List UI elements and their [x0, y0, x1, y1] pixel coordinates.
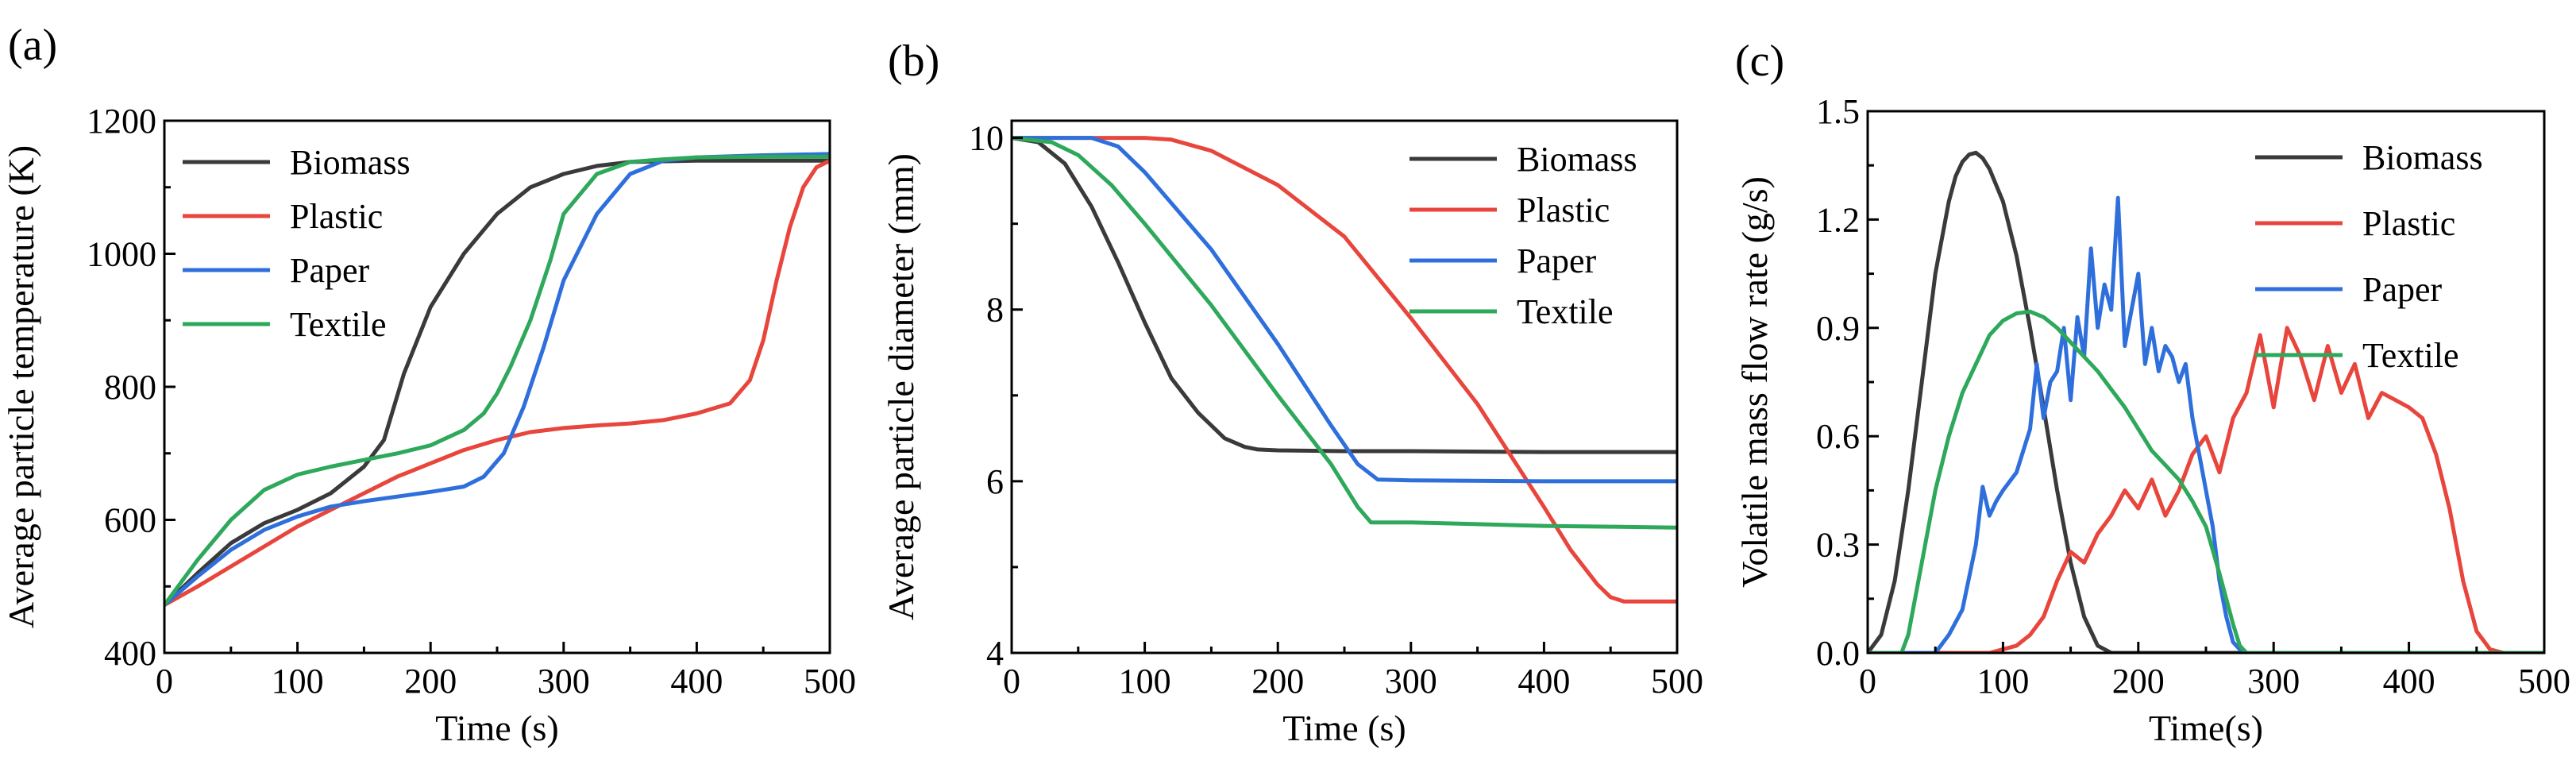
- chart-a-legend-label-paper: Paper: [290, 251, 370, 290]
- chart-b-panel-label: (b): [888, 37, 939, 86]
- chart-c-series-paper-line: [1868, 195, 2544, 653]
- chart-b-legend: Biomass Plastic Paper Textile: [1409, 140, 1637, 331]
- chart-a-x-tick-label: 100: [272, 662, 324, 701]
- chart-b-legend-label-paper: Paper: [1517, 241, 1597, 280]
- chart-b-legend-label-biomass: Biomass: [1517, 140, 1637, 179]
- chart-a-y-tick-label: 800: [104, 368, 156, 407]
- chart-c-y-tick-label: 0.0: [1816, 634, 1860, 673]
- chart-b-x-tick-label: 400: [1517, 662, 1570, 701]
- chart-c-series-plastic-line: [1868, 326, 2544, 653]
- chart-b-legend-label-textile: Textile: [1517, 292, 1614, 331]
- chart-b-y-tick-label: 6: [986, 462, 1004, 501]
- chart-b-y-axis-title: Average particle diameter (mm): [881, 153, 921, 620]
- chart-b-y-tick-label: 10: [969, 119, 1004, 158]
- chart-c: 0 100 200 300 400 500 0.0 0.3 0.6 0.9 1.2 1.5 Time(s…: [1734, 37, 2570, 748]
- chart-c-x-tick-label: 400: [2383, 662, 2435, 701]
- chart-c-series-biomass-line: [1868, 150, 2544, 653]
- chart-a-series-plastic-line: [164, 158, 830, 608]
- chart-b-series-plastic-line: [1012, 136, 1677, 604]
- chart-a-series-textile-line: [164, 154, 830, 608]
- chart-c-legend-label-textile: Textile: [2362, 336, 2459, 375]
- chart-c-y-tick-label: 1.5: [1816, 92, 1860, 131]
- chart-b-y-tick-label: 4: [986, 634, 1004, 673]
- chart-a-legend: Biomass Plastic Paper Textile: [183, 143, 411, 344]
- chart-b-series-textile-line: [1012, 136, 1677, 530]
- chart-a-y-axis-title: Average particle temperature (K): [1, 145, 41, 628]
- chart-a-y-tick-label: 400: [104, 634, 156, 673]
- chart-a-series-biomass-line: [164, 158, 830, 608]
- chart-a-legend-label-plastic: Plastic: [290, 197, 383, 236]
- chart-c-x-tick-label: 500: [2518, 662, 2570, 701]
- chart-b-x-tick-label: 200: [1251, 662, 1304, 701]
- chart-a-y-tick-label: 1000: [87, 235, 156, 274]
- chart-a-x-tick-label: 300: [538, 662, 590, 701]
- chart-c-x-tick-label: 200: [2112, 662, 2165, 701]
- chart-c-y-tick-label: 0.3: [1816, 526, 1860, 565]
- chart-c-legend-label-biomass: Biomass: [2362, 138, 2483, 177]
- chart-c-legend: Biomass Plastic Paper Textile: [2255, 138, 2483, 375]
- chart-a-series-paper-line: [164, 152, 830, 608]
- chart-b: 0 100 200 300 400 500 4 6 8 10 Time (s) Average par…: [881, 37, 1703, 748]
- chart-c-y-tick-label: 0.9: [1816, 309, 1860, 348]
- chart-a: 0 100 200 300 400 500 400 600 800 1000 1200 Time (s…: [1, 21, 856, 748]
- chart-a-legend-label-biomass: Biomass: [290, 143, 411, 182]
- chart-c-x-tick-label: 300: [2247, 662, 2300, 701]
- chart-c-legend-label-plastic: Plastic: [2362, 204, 2455, 243]
- chart-c-y-tick-label: 1.2: [1816, 200, 1860, 239]
- chart-a-x-axis-title: Time (s): [435, 708, 559, 748]
- chart-a-x-tick-label: 400: [670, 662, 723, 701]
- chart-a-y-tick-label: 600: [104, 501, 156, 540]
- chart-c-legend-label-paper: Paper: [2362, 270, 2443, 309]
- chart-a-x-tick-label: 200: [404, 662, 457, 701]
- chart-b-series-paper-line: [1012, 136, 1677, 484]
- chart-c-x-tick-label: 100: [1976, 662, 2029, 701]
- chart-c-x-axis-title: Time(s): [2149, 708, 2263, 748]
- chart-a-x-tick-label: 500: [804, 662, 856, 701]
- chart-a-panel-label: (a): [8, 21, 57, 70]
- chart-b-x-tick-label: 500: [1651, 662, 1703, 701]
- chart-b-series-biomass-line: [1012, 136, 1677, 454]
- chart-b-x-tick-label: 300: [1385, 662, 1437, 701]
- chart-b-x-axis-title: Time (s): [1282, 708, 1406, 748]
- chart-a-x-tick-label: 0: [156, 662, 173, 701]
- chart-a-plot-frame: [163, 119, 831, 655]
- chart-a-legend-label-textile: Textile: [290, 305, 387, 344]
- chart-a-y-tick-label: 1200: [87, 102, 156, 141]
- chart-b-y-tick-label: 8: [986, 291, 1004, 330]
- chart-c-y-tick-label: 0.6: [1816, 417, 1860, 456]
- chart-c-x-tick-label: 0: [1859, 662, 1876, 701]
- chart-c-y-axis-title: Volatile mass flow rate (g/s): [1734, 176, 1775, 588]
- chart-b-legend-label-plastic: Plastic: [1517, 191, 1610, 230]
- chart-b-x-tick-label: 0: [1003, 662, 1020, 701]
- chart-c-series-textile-line: [1868, 309, 2544, 653]
- chart-c-panel-label: (c): [1735, 37, 1784, 86]
- chart-b-x-tick-label: 100: [1119, 662, 1171, 701]
